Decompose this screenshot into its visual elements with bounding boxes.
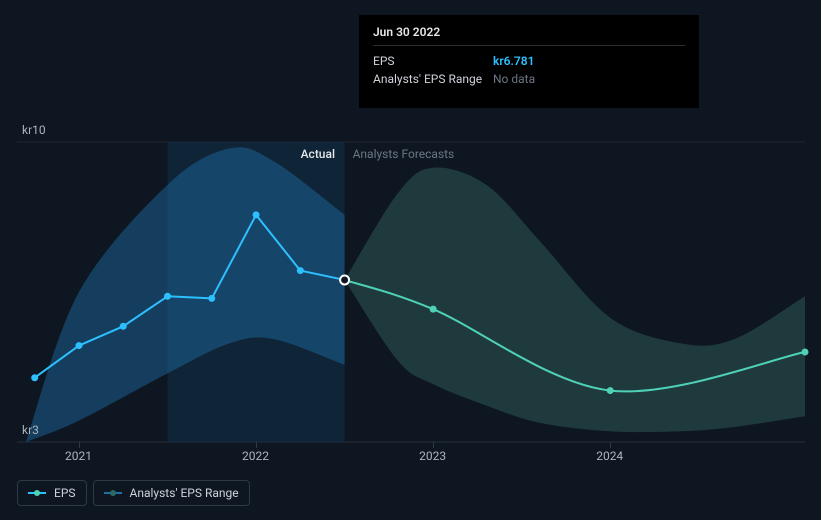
legend-label-eps: EPS bbox=[54, 486, 76, 500]
x-tick bbox=[79, 442, 80, 448]
x-tick bbox=[610, 442, 611, 448]
tooltip-key-eps: EPS bbox=[373, 52, 493, 70]
tooltip-date: Jun 30 2022 bbox=[373, 25, 685, 46]
x-axis-label: 2024 bbox=[596, 449, 623, 463]
tooltip-val-range: No data bbox=[493, 70, 535, 88]
legend-swatch-eps bbox=[28, 489, 46, 497]
y-axis-label-max: kr10 bbox=[22, 123, 46, 137]
tooltip-val-eps: kr6.781 bbox=[493, 52, 534, 70]
tooltip-key-range: Analysts' EPS Range bbox=[373, 70, 493, 88]
legend-label-range: Analysts' EPS Range bbox=[130, 486, 239, 500]
x-axis-label: 2021 bbox=[65, 449, 92, 463]
actual-label: Actual bbox=[301, 147, 335, 161]
x-axis-label: 2023 bbox=[419, 449, 446, 463]
eps-chart: kr10 kr3 2021 2022 2023 2024 Actual Analyst… bbox=[0, 0, 821, 520]
x-tick bbox=[433, 442, 434, 448]
legend-item-eps[interactable]: EPS bbox=[17, 480, 87, 506]
legend-item-range[interactable]: Analysts' EPS Range bbox=[93, 480, 250, 506]
tooltip-row-range: Analysts' EPS Range No data bbox=[373, 70, 685, 88]
x-tick bbox=[256, 442, 257, 448]
tooltip-row-eps: EPS kr6.781 bbox=[373, 52, 685, 70]
forecast-label: Analysts Forecasts bbox=[353, 147, 455, 161]
x-axis-label: 2022 bbox=[242, 449, 269, 463]
chart-tooltip: Jun 30 2022 EPS kr6.781 Analysts' EPS Ra… bbox=[359, 15, 699, 108]
y-axis-label-min: kr3 bbox=[22, 423, 39, 437]
legend: EPS Analysts' EPS Range bbox=[17, 480, 250, 506]
legend-swatch-range bbox=[104, 489, 122, 497]
